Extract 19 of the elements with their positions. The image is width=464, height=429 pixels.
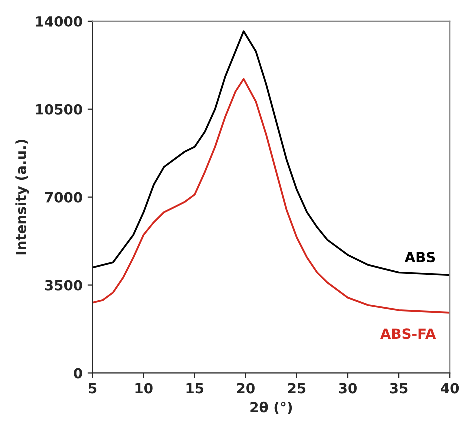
x-tick-label: 10 (136, 383, 153, 394)
series-label: ABS (404, 252, 436, 263)
x-tick-label: 20 (237, 383, 255, 394)
line-series (92, 78, 450, 314)
y-tick-label: 0 (74, 368, 82, 379)
x-tick-label: 15 (186, 383, 204, 394)
x-tick-label: 25 (288, 383, 306, 394)
x-tick-label: 30 (339, 383, 357, 394)
y-tick-label: 3500 (45, 280, 82, 291)
x-tick-label: 35 (390, 383, 408, 394)
x-tick-label: 40 (441, 383, 460, 394)
line-series (92, 30, 450, 276)
y-tick-label: 7000 (45, 192, 82, 203)
y-axis-title: Intensity (a.u.) (16, 140, 30, 255)
y-tick-label: 14000 (36, 16, 82, 27)
y-tick-label: 10500 (36, 104, 82, 115)
x-axis-title: 2θ (°) (250, 402, 292, 414)
x-tick-label: 5 (89, 383, 97, 394)
series-label: ABS-FA (380, 328, 436, 340)
